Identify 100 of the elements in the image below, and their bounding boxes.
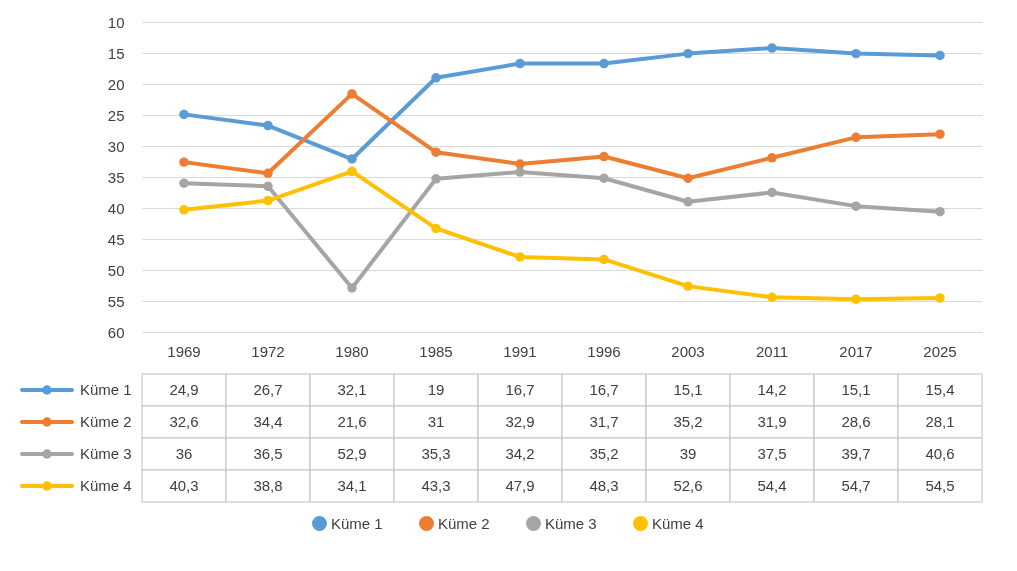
data-label: 32,9 [505, 413, 535, 430]
point [179, 205, 189, 215]
point [347, 89, 357, 99]
y-tick-label: 50 [107, 261, 125, 279]
legend-label: Küme 2 [80, 413, 132, 430]
data-label: 26,7 [253, 381, 283, 398]
data-label: 36,5 [253, 445, 283, 462]
data-label: 35,2 [673, 413, 703, 430]
data-label: 28,1 [925, 413, 955, 430]
point [683, 173, 693, 183]
point [767, 153, 777, 163]
point [767, 292, 777, 303]
legend-label: Küme 4 [80, 477, 132, 494]
data-label: 48,3 [589, 477, 619, 494]
point [431, 147, 441, 157]
data-label: 15,1 [841, 381, 871, 398]
point [347, 154, 357, 164]
data-label: 38,8 [253, 477, 283, 494]
data-label: 54,7 [841, 477, 871, 494]
data-label: 32,6 [169, 413, 199, 430]
data-label: 19 [427, 381, 445, 398]
point [851, 294, 861, 304]
point [263, 195, 273, 206]
data-label: 37,5 [757, 445, 787, 462]
data-label: 31 [427, 413, 445, 430]
text: Küme 4 [652, 514, 704, 532]
y-tick-label: 60 [107, 323, 125, 341]
point [935, 129, 945, 139]
point [179, 178, 189, 188]
data-label: 28,6 [841, 413, 871, 430]
text: Küme 2 [438, 514, 490, 532]
text: Küme 3 [545, 514, 597, 532]
y-tick-label: 35 [107, 168, 125, 186]
point [515, 252, 525, 262]
x-tick-label: 1969 [167, 342, 201, 360]
point [851, 48, 861, 59]
point [599, 58, 609, 69]
y-tick-label: 15 [107, 44, 125, 62]
point [599, 173, 609, 183]
data-label: 52,6 [673, 477, 703, 494]
point [683, 197, 693, 207]
point [431, 73, 441, 83]
data-label: 24,9 [169, 381, 199, 398]
point [263, 181, 273, 192]
point [935, 50, 945, 61]
point [515, 58, 525, 69]
x-tick-label: 2025 [923, 342, 957, 360]
data-label: 35,3 [421, 445, 451, 462]
point [431, 174, 441, 184]
point [851, 132, 861, 143]
x-tick-label: 1972 [251, 342, 285, 360]
y-tick-label: 30 [107, 137, 125, 155]
data-label: 31,7 [589, 413, 619, 430]
y-tick-label: 40 [107, 199, 125, 217]
point [767, 43, 777, 53]
point [515, 159, 525, 169]
point [347, 166, 357, 177]
point [935, 293, 945, 303]
x-tick-label: 2011 [755, 342, 789, 360]
data-label: 54,4 [757, 477, 787, 494]
y-tick-label: 20 [107, 75, 125, 93]
data-label: 15,1 [673, 381, 703, 398]
legend-label: Küme 3 [80, 445, 132, 462]
text: Küme 1 [331, 514, 383, 532]
point [683, 281, 693, 291]
point [347, 283, 357, 293]
point [935, 206, 945, 217]
x-tick-label: 1980 [335, 342, 369, 360]
data-label: 32,1 [337, 381, 367, 398]
y-tick-label: 10 [107, 13, 125, 31]
data-label: 34,1 [337, 477, 367, 494]
point [515, 167, 525, 177]
data-label: 35,2 [589, 445, 619, 462]
data-label: 39 [679, 445, 697, 462]
point [179, 157, 189, 167]
x-tick-label: 1991 [503, 342, 537, 360]
point [431, 223, 441, 234]
y-tick-label: 55 [107, 292, 125, 310]
point [767, 187, 777, 198]
point [179, 109, 189, 120]
legend-label: Küme 1 [80, 381, 132, 398]
data-label: 40,6 [925, 445, 955, 462]
data-label: 14,2 [757, 381, 787, 398]
data-label: 52,9 [337, 445, 367, 462]
point [851, 201, 861, 211]
data-label: 54,5 [925, 477, 955, 494]
data-label: 16,7 [589, 381, 619, 398]
x-tick-label: 2017 [839, 342, 873, 360]
data-label: 15,4 [925, 381, 955, 398]
data-label: 40,3 [169, 477, 199, 494]
point [263, 120, 273, 131]
data-label: 47,9 [505, 477, 535, 494]
y-tick-label: 45 [107, 230, 125, 248]
data-label: 43,3 [421, 477, 451, 494]
point [599, 254, 609, 265]
x-tick-label: 1996 [587, 342, 621, 360]
data-label: 16,7 [505, 381, 535, 398]
data-label: 21,6 [337, 413, 367, 430]
point [683, 48, 693, 59]
x-tick-label: 2003 [671, 342, 705, 360]
